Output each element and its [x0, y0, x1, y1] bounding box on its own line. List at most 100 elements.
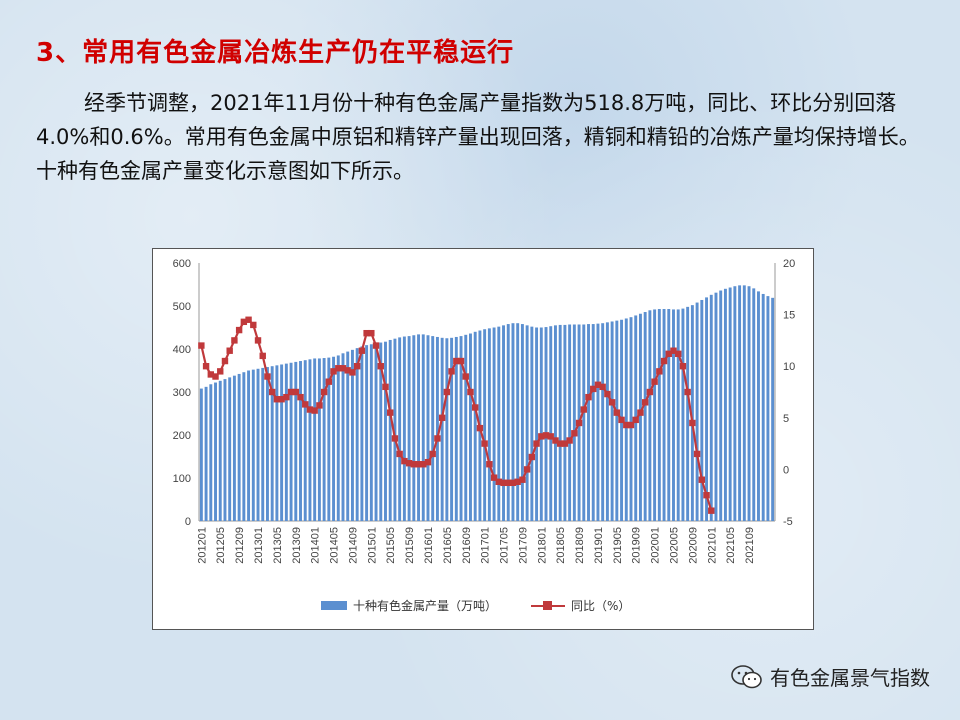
x-axis-tick-label: 201305	[272, 527, 284, 564]
bar	[572, 324, 576, 521]
line-marker	[316, 402, 323, 409]
bar	[322, 358, 326, 521]
line-marker	[590, 385, 597, 393]
line-marker	[580, 406, 587, 413]
bar	[761, 293, 765, 521]
x-axis-tick-label: 201809	[574, 527, 586, 564]
line-marker	[698, 476, 706, 483]
bar	[667, 309, 671, 521]
bar	[407, 336, 411, 521]
bar	[742, 285, 746, 521]
watermark: 有色金属景气指数	[730, 662, 930, 691]
x-axis-tick-label: 202009	[687, 527, 699, 564]
bar	[445, 338, 449, 521]
line-marker	[401, 457, 408, 465]
bar	[261, 367, 265, 521]
line-marker	[250, 321, 257, 329]
line-marker	[495, 478, 503, 485]
line-marker	[523, 466, 531, 473]
bar	[398, 337, 402, 521]
x-axis-tick-label: 201901	[593, 527, 605, 564]
x-axis-tick-label: 201209	[234, 527, 246, 564]
x-axis-tick-label: 202001	[650, 527, 662, 564]
bar	[388, 339, 392, 521]
bar	[733, 286, 737, 521]
line-marker	[363, 329, 370, 337]
line-marker	[641, 399, 649, 406]
line-marker	[453, 357, 460, 365]
bar	[587, 324, 590, 521]
line-marker	[235, 326, 243, 334]
bar	[520, 324, 524, 521]
bar	[355, 348, 359, 521]
bar	[728, 287, 732, 521]
line-marker	[500, 479, 507, 487]
bar	[676, 309, 680, 521]
line-marker	[467, 388, 474, 396]
bar	[440, 337, 444, 521]
line-marker	[429, 450, 436, 458]
x-axis-tick-label: 202101	[706, 527, 718, 564]
bar	[568, 324, 572, 521]
bar	[653, 309, 657, 521]
bar	[360, 346, 364, 521]
line-marker	[708, 507, 715, 514]
bar	[511, 323, 515, 521]
line-marker	[217, 368, 224, 375]
line-marker	[344, 367, 351, 374]
line-marker	[528, 453, 536, 461]
bar	[686, 306, 690, 521]
bar	[506, 324, 510, 521]
line-marker	[575, 419, 583, 427]
bar	[313, 358, 317, 521]
line-marker	[613, 409, 621, 416]
legend-line-swatch	[531, 600, 565, 611]
bar	[681, 308, 685, 521]
bar	[705, 297, 709, 521]
x-axis-tick-label: 201205	[215, 527, 227, 564]
line-marker	[651, 378, 658, 385]
bar	[346, 351, 350, 521]
line-marker	[387, 409, 394, 416]
line-marker	[259, 352, 266, 360]
bar	[365, 345, 369, 521]
bar	[535, 327, 539, 521]
x-axis-tick-label: 201501	[366, 527, 378, 564]
line-marker	[302, 401, 309, 408]
line-marker	[599, 383, 606, 391]
bar	[483, 329, 487, 521]
bar	[487, 328, 491, 521]
right-axis-tick-label: 10	[783, 361, 795, 373]
line-marker	[391, 435, 399, 442]
bar	[752, 288, 756, 521]
line-marker	[618, 416, 625, 424]
line-marker	[297, 393, 304, 401]
line-marker	[438, 414, 446, 421]
line-marker	[349, 369, 356, 376]
chart-legend: 十种有色金属产量（万吨） 同比（%）	[153, 595, 813, 617]
line-marker	[415, 461, 422, 468]
bar	[247, 370, 251, 521]
bar	[502, 325, 505, 521]
bar	[553, 325, 557, 521]
line-marker	[623, 421, 630, 429]
bar	[596, 323, 600, 521]
slide-title: 3、常用有色金属冶炼生产仍在平稳运行	[36, 38, 515, 68]
bar	[624, 318, 628, 521]
bar	[539, 327, 543, 521]
line-marker	[703, 492, 710, 499]
line-marker	[207, 371, 215, 378]
bar	[714, 292, 718, 521]
line-marker	[410, 461, 418, 468]
bar	[374, 343, 378, 521]
bar	[275, 365, 279, 521]
bar	[308, 359, 312, 521]
left-axis-tick-label: 200	[173, 430, 191, 442]
x-axis-tick-label: 201601	[423, 527, 435, 564]
line-marker	[443, 388, 451, 396]
left-axis-tick-label: 400	[173, 344, 191, 356]
bar	[412, 335, 416, 521]
x-axis-tick-label: 201201	[196, 527, 208, 564]
right-axis-tick-label: 20	[783, 258, 795, 270]
line-marker	[424, 458, 432, 466]
